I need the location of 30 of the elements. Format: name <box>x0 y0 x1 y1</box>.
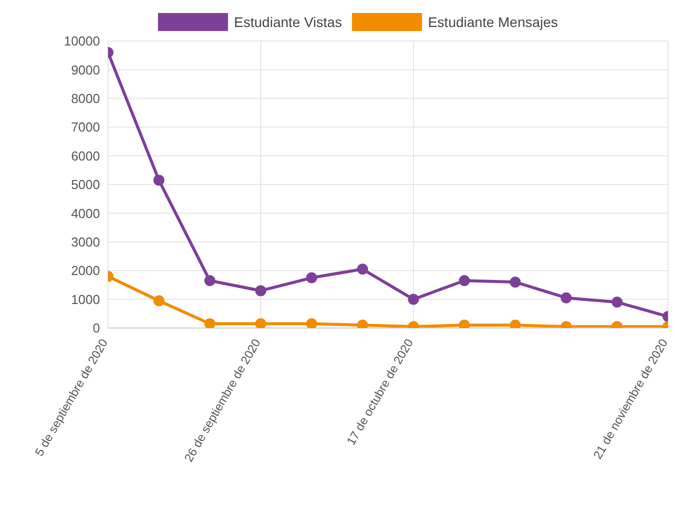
y-tick-label: 2000 <box>71 263 100 278</box>
y-tick-label: 10000 <box>64 34 100 49</box>
point <box>510 276 521 288</box>
point <box>153 174 164 186</box>
y-tick-label: 1000 <box>71 292 100 307</box>
y-tick-label: 5000 <box>71 177 100 192</box>
point <box>357 264 368 275</box>
point <box>510 320 521 328</box>
point <box>255 285 266 296</box>
point <box>306 272 318 284</box>
point <box>153 295 164 306</box>
y-tick-label: 6000 <box>71 148 100 164</box>
y-tick-label: 8000 <box>71 91 100 106</box>
point <box>204 275 216 286</box>
point <box>357 320 368 328</box>
y-tick-label: 0 <box>92 320 100 336</box>
point <box>458 320 470 328</box>
point <box>408 294 419 305</box>
point <box>612 296 623 308</box>
point <box>560 292 572 304</box>
y-tick-label: 7000 <box>71 120 100 135</box>
y-tick-label: 9000 <box>71 62 100 78</box>
legend-label: Estudiante Vistas <box>234 14 342 30</box>
y-tick-label: 3000 <box>71 234 100 250</box>
point <box>458 275 470 286</box>
point <box>204 318 216 328</box>
legend-label: Estudiante Mensajes <box>428 14 558 30</box>
point <box>255 318 266 328</box>
y-tick-label: 4000 <box>71 206 100 221</box>
point <box>306 318 318 328</box>
